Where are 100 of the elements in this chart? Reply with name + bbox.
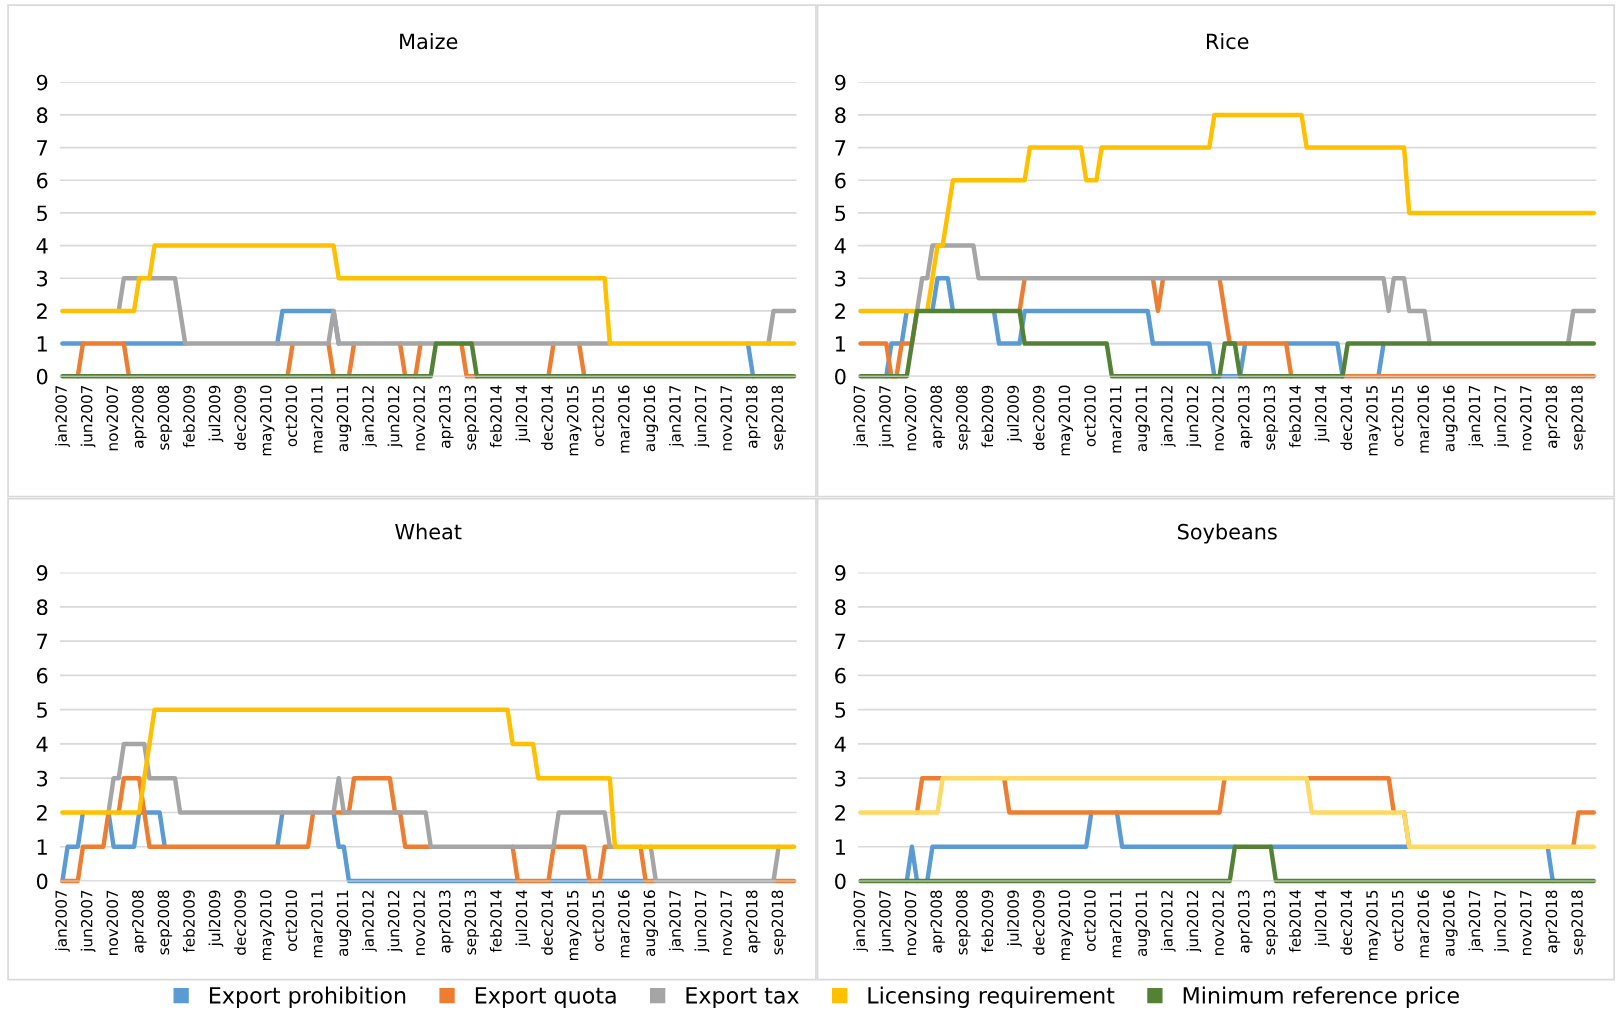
x-tick-label: nov2012: [413, 386, 425, 451]
x-tick-label: jul2014: [1314, 385, 1330, 442]
chart-title: Rice: [1206, 33, 1249, 50]
x-tick-label: apr2018: [745, 890, 761, 953]
y-tick-label: 2: [37, 804, 47, 821]
x-tick-label: nov2007: [904, 890, 917, 955]
x-tick-label: jan2017: [668, 385, 684, 448]
y-tick-label: 1: [37, 336, 47, 352]
x-tick-label: aug2011: [336, 890, 352, 957]
y-tick-label: 3: [37, 770, 48, 787]
chart-title: Maize: [400, 33, 458, 50]
x-tick-label: sep2018: [1571, 890, 1586, 955]
y-tick-label: 0: [36, 368, 48, 385]
line-series: [60, 243, 797, 346]
legend-label: Licensing requirement: [868, 986, 1115, 1008]
x-tick-label: jul2014: [1314, 890, 1330, 947]
chart-title: Soybeans: [1177, 523, 1277, 544]
x-tick-label: mar2011: [1109, 890, 1122, 958]
x-tick-label: nov2012: [413, 890, 425, 955]
x-tick-label: apr2013: [439, 890, 454, 953]
x-tick-label: aug2011: [1135, 385, 1150, 452]
x-tick-label: mar2011: [311, 890, 323, 958]
y-tick-label: 2: [835, 303, 845, 319]
y-tick-label: 7: [835, 633, 846, 650]
y-tick-label: 0: [36, 873, 48, 890]
x-tick-label: sep2013: [1263, 890, 1279, 955]
y-tick-label: 7: [835, 140, 846, 156]
y-tick-label: 0: [835, 368, 846, 385]
y-tick-label: 5: [37, 702, 47, 718]
x-tick-label: jan2007: [853, 385, 869, 448]
x-tick-label: apr2008: [930, 890, 945, 953]
x-tick-label: oct2010: [285, 890, 298, 952]
legend-label: Minimum reference price: [1183, 986, 1459, 1008]
x-tick-label: apr2008: [132, 890, 147, 953]
y-tick-label: 7: [37, 633, 48, 650]
y-tick-label: 5: [835, 205, 846, 222]
x-tick-label: nov2017: [1520, 385, 1532, 451]
y-tick-label: 5: [835, 702, 846, 718]
x-tick-label: jun2007: [878, 890, 894, 953]
x-tick-label: nov2017: [720, 890, 732, 955]
x-tick-label: sep2013: [464, 385, 480, 450]
x-tick-label: dec2014: [1340, 385, 1353, 451]
x-tick-label: mar2016: [1417, 385, 1430, 453]
y-tick-label: 4: [36, 238, 48, 254]
legend-label: Export tax: [686, 987, 799, 1008]
x-tick-label: jun2017: [1494, 890, 1509, 953]
x-tick-label: dec2009: [1032, 385, 1045, 451]
x-tick-label: apr2013: [1238, 385, 1253, 448]
x-tick-label: jun2007: [878, 385, 894, 448]
y-tick-label: 6: [36, 667, 48, 684]
x-tick-label: jan2007: [55, 890, 70, 952]
x-tick-label: jun2012: [387, 890, 403, 953]
x-tick-label: jun2017: [694, 890, 710, 953]
x-tick-label: mar2011: [1109, 385, 1122, 453]
x-tick-label: dec2009: [234, 385, 246, 451]
x-tick-label: aug2016: [643, 890, 659, 957]
y-tick-label: 6: [835, 667, 846, 684]
y-tick-label: 8: [36, 107, 48, 124]
x-tick-label: feb2014: [489, 890, 502, 953]
x-tick-label: jun2012: [387, 386, 403, 448]
legend-label: Export prohibition: [209, 986, 406, 1008]
x-tick-label: jan2012: [362, 386, 377, 448]
x-tick-label: mar2016: [1417, 890, 1430, 958]
y-tick-label: 4: [834, 736, 846, 752]
x-tick-label: sep2008: [157, 890, 173, 955]
x-tick-label: jun2012: [1186, 890, 1202, 953]
x-tick-label: jan2012: [362, 890, 377, 952]
x-tick-label: apr2013: [1238, 890, 1253, 953]
x-tick-label: jan2012: [1160, 890, 1176, 952]
x-tick-label: jul2014: [515, 385, 531, 442]
y-tick-label: 6: [835, 172, 846, 189]
x-tick-label: jun2012: [1186, 386, 1202, 448]
x-tick-label: nov2017: [720, 385, 732, 451]
line-series: [60, 707, 797, 849]
y-tick-label: 3: [37, 270, 48, 287]
y-tick-label: 0: [835, 873, 846, 890]
y-tick-label: 1: [835, 336, 846, 352]
x-tick-label: sep2013: [464, 890, 480, 955]
x-tick-label: jan2007: [853, 890, 869, 952]
x-tick-label: oct2010: [1084, 890, 1096, 952]
x-tick-label: sep2008: [956, 385, 971, 450]
x-tick-label: apr2008: [930, 385, 945, 448]
x-tick-label: nov2007: [904, 385, 917, 451]
y-tick-label: 9: [835, 74, 846, 91]
x-tick-label: may2015: [566, 890, 582, 961]
y-tick-label: 4: [36, 736, 48, 752]
y-tick-label: 3: [835, 770, 846, 787]
x-tick-label: jul2009: [208, 385, 224, 442]
x-tick-label: sep2013: [1263, 385, 1279, 450]
x-tick-label: feb2014: [489, 385, 502, 448]
y-tick-label: 9: [36, 565, 48, 581]
legend-label: Export quota: [475, 987, 616, 1008]
x-tick-label: sep2008: [157, 385, 173, 450]
y-tick-label: 1: [835, 839, 846, 855]
x-tick-label: dec2009: [234, 890, 246, 955]
x-tick-label: sep2018: [1571, 385, 1586, 450]
x-tick-label: mar2016: [618, 890, 630, 958]
x-tick-label: jul2009: [208, 890, 224, 947]
x-tick-label: jun2007: [80, 385, 96, 448]
x-tick-label: feb2009: [981, 385, 994, 448]
